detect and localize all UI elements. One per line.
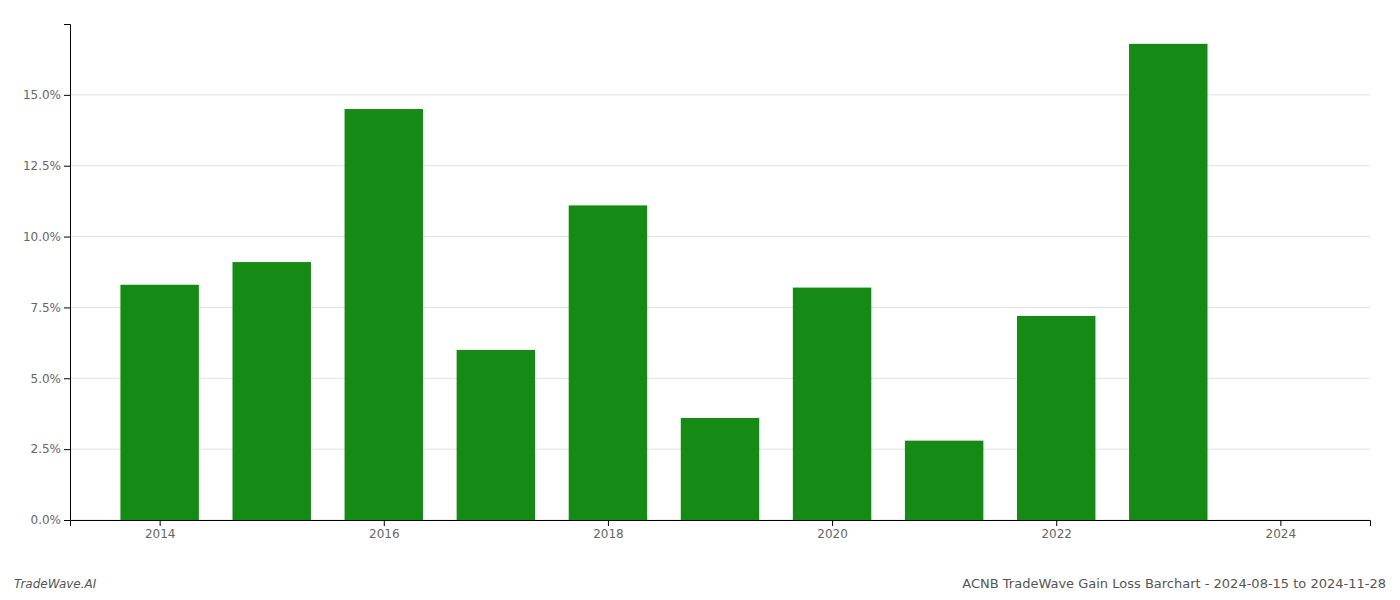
bar bbox=[120, 285, 198, 520]
x-tick: 2024 bbox=[1266, 520, 1297, 541]
y-tick-mark bbox=[64, 95, 70, 96]
x-tick: 2016 bbox=[369, 520, 400, 541]
y-tick: 12.5% bbox=[23, 159, 70, 173]
y-tick-label: 15.0% bbox=[23, 88, 61, 102]
bar bbox=[233, 262, 311, 520]
y-tick: 10.0% bbox=[23, 230, 70, 244]
x-tick-label: 2014 bbox=[145, 527, 176, 541]
bar bbox=[1017, 316, 1095, 520]
x-tick-mark bbox=[1280, 520, 1281, 526]
y-tick: 2.5% bbox=[31, 442, 71, 456]
y-tick: 15.0% bbox=[23, 88, 70, 102]
x-tick-mark bbox=[832, 520, 833, 526]
x-tick-mark bbox=[1056, 520, 1057, 526]
y-tick-label: 10.0% bbox=[23, 230, 61, 244]
title: ACNB TradeWave Gain Loss Barchart - 2024… bbox=[962, 576, 1386, 591]
y-tick-mark bbox=[64, 166, 70, 167]
watermark: TradeWave.AI bbox=[14, 577, 97, 591]
x-tick-label: 2024 bbox=[1266, 527, 1297, 541]
bar bbox=[905, 441, 983, 520]
x-tick-label: 2018 bbox=[593, 527, 624, 541]
y-tick: 0.0% bbox=[31, 513, 71, 527]
y-tick-label: 0.0% bbox=[31, 513, 62, 527]
x-tick: 2018 bbox=[593, 520, 624, 541]
y-tick: 7.5% bbox=[31, 301, 71, 315]
bars bbox=[120, 44, 1207, 520]
x-tick-label: 2016 bbox=[369, 527, 400, 541]
y-tick-mark bbox=[64, 237, 70, 238]
x-tick-mark bbox=[608, 520, 609, 526]
bar bbox=[1129, 44, 1207, 520]
chart: 2014 2016 2018 2020 2022 2024 0.0% 2.5% 5.0% 7.5%… bbox=[0, 0, 1400, 600]
y-tick-label: 5.0% bbox=[31, 372, 62, 386]
x-tick: 2022 bbox=[1041, 520, 1072, 541]
plot: 2014 2016 2018 2020 2022 2024 0.0% 2.5% 5.0% 7.5%… bbox=[23, 25, 1371, 541]
x-tick-mark bbox=[160, 520, 161, 526]
y-tick-mark bbox=[64, 378, 70, 379]
x-axis: 2014 2016 2018 2020 2022 2024 bbox=[71, 520, 1371, 541]
y-tick-label: 12.5% bbox=[23, 159, 61, 173]
x-tick-label: 2022 bbox=[1041, 527, 1072, 541]
y-tick-mark bbox=[64, 449, 70, 450]
y-tick-label: 7.5% bbox=[31, 301, 62, 315]
y-axis: 0.0% 2.5% 5.0% 7.5% 10.0% 12.5% 15.0% bbox=[23, 25, 71, 528]
bar bbox=[793, 288, 871, 520]
x-tick: 2014 bbox=[145, 520, 176, 541]
x-tick: 2020 bbox=[817, 520, 848, 541]
bar bbox=[569, 205, 647, 520]
bar bbox=[345, 109, 423, 520]
y-tick-label: 2.5% bbox=[31, 442, 62, 456]
y-tick: 5.0% bbox=[31, 372, 71, 386]
bar bbox=[457, 350, 535, 520]
x-axis-line bbox=[71, 521, 1371, 527]
y-tick-mark bbox=[64, 520, 70, 521]
y-tick-mark bbox=[64, 307, 70, 308]
y-axis-line bbox=[64, 25, 71, 521]
x-tick-label: 2020 bbox=[817, 527, 848, 541]
bar bbox=[681, 418, 759, 520]
x-tick-mark bbox=[384, 520, 385, 526]
